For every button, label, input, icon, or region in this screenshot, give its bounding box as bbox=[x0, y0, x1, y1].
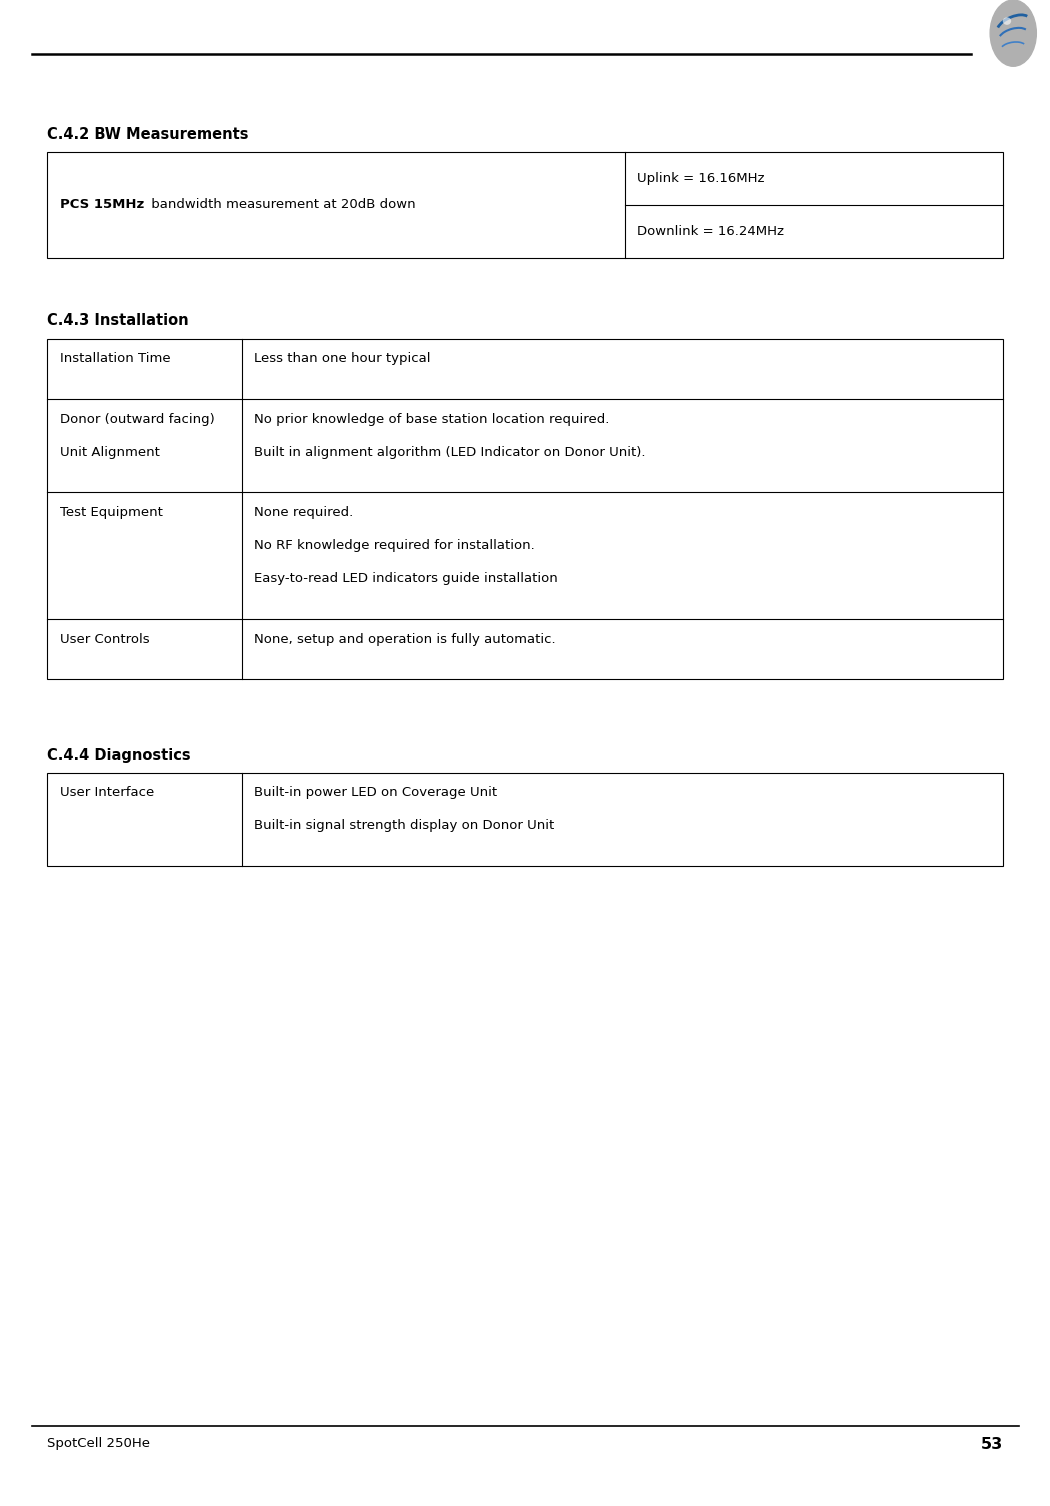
Text: User Controls: User Controls bbox=[60, 633, 149, 646]
Text: C.4.2 BW Measurements: C.4.2 BW Measurements bbox=[47, 127, 249, 142]
Ellipse shape bbox=[1003, 18, 1011, 26]
Text: C.4.3 Installation: C.4.3 Installation bbox=[47, 313, 189, 328]
Bar bbox=[47, 339, 1003, 679]
Text: Downlink = 16.24MHz: Downlink = 16.24MHz bbox=[637, 224, 784, 238]
Text: User Interface: User Interface bbox=[60, 786, 154, 800]
Circle shape bbox=[990, 0, 1036, 66]
Text: None required.: None required. bbox=[254, 506, 354, 520]
Bar bbox=[47, 773, 1003, 866]
Text: None, setup and operation is fully automatic.: None, setup and operation is fully autom… bbox=[254, 633, 555, 646]
Text: C.4.4 Diagnostics: C.4.4 Diagnostics bbox=[47, 748, 191, 764]
Text: 53: 53 bbox=[981, 1437, 1003, 1452]
Text: Donor (outward facing): Donor (outward facing) bbox=[60, 413, 214, 426]
Text: Built-in power LED on Coverage Unit: Built-in power LED on Coverage Unit bbox=[254, 786, 498, 800]
Text: Test Equipment: Test Equipment bbox=[60, 506, 163, 520]
Text: bandwidth measurement at 20dB down: bandwidth measurement at 20dB down bbox=[147, 199, 416, 211]
Text: No prior knowledge of base station location required.: No prior knowledge of base station locat… bbox=[254, 413, 609, 426]
Text: PCS 15MHz: PCS 15MHz bbox=[60, 199, 144, 211]
Text: SpotCell 250He: SpotCell 250He bbox=[47, 1437, 150, 1450]
Text: Built in alignment algorithm (LED Indicator on Donor Unit).: Built in alignment algorithm (LED Indica… bbox=[254, 446, 646, 459]
Text: Unit Alignment: Unit Alignment bbox=[60, 446, 160, 459]
Text: Less than one hour typical: Less than one hour typical bbox=[254, 352, 430, 366]
Text: No RF knowledge required for installation.: No RF knowledge required for installatio… bbox=[254, 539, 534, 553]
Text: Installation Time: Installation Time bbox=[60, 352, 170, 366]
Text: Easy-to-read LED indicators guide installation: Easy-to-read LED indicators guide instal… bbox=[254, 572, 558, 586]
Text: Uplink = 16.16MHz: Uplink = 16.16MHz bbox=[637, 172, 764, 185]
Text: Built-in signal strength display on Donor Unit: Built-in signal strength display on Dono… bbox=[254, 819, 554, 833]
Bar bbox=[47, 152, 1003, 258]
